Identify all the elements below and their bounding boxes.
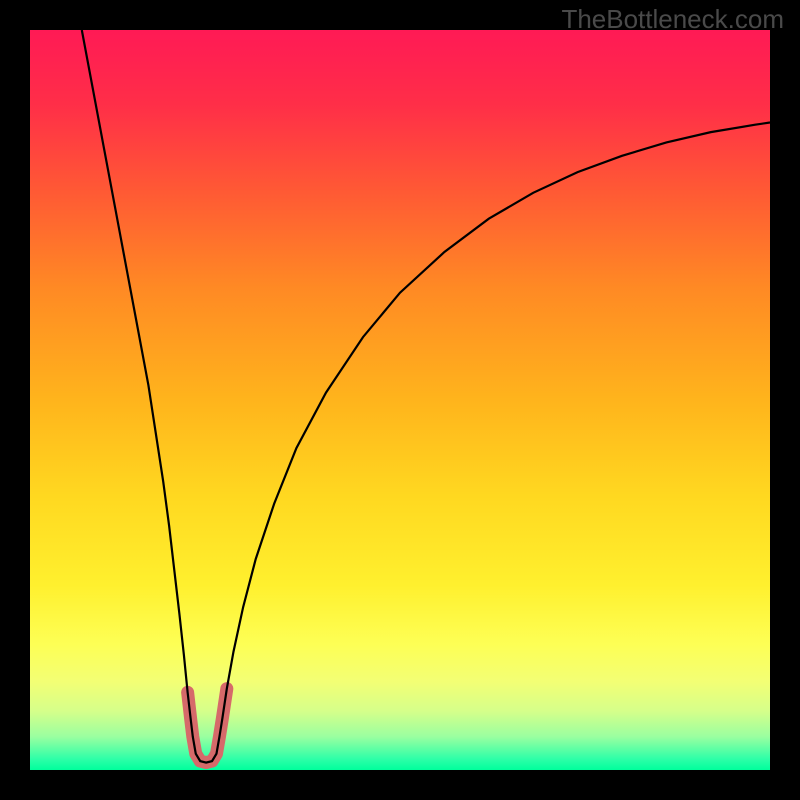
bottleneck-curve xyxy=(82,30,770,763)
curve-overlay xyxy=(30,30,770,770)
watermark-text: TheBottleneck.com xyxy=(561,4,784,35)
chart-frame: TheBottleneck.com xyxy=(0,0,800,800)
plot-area xyxy=(30,30,770,770)
